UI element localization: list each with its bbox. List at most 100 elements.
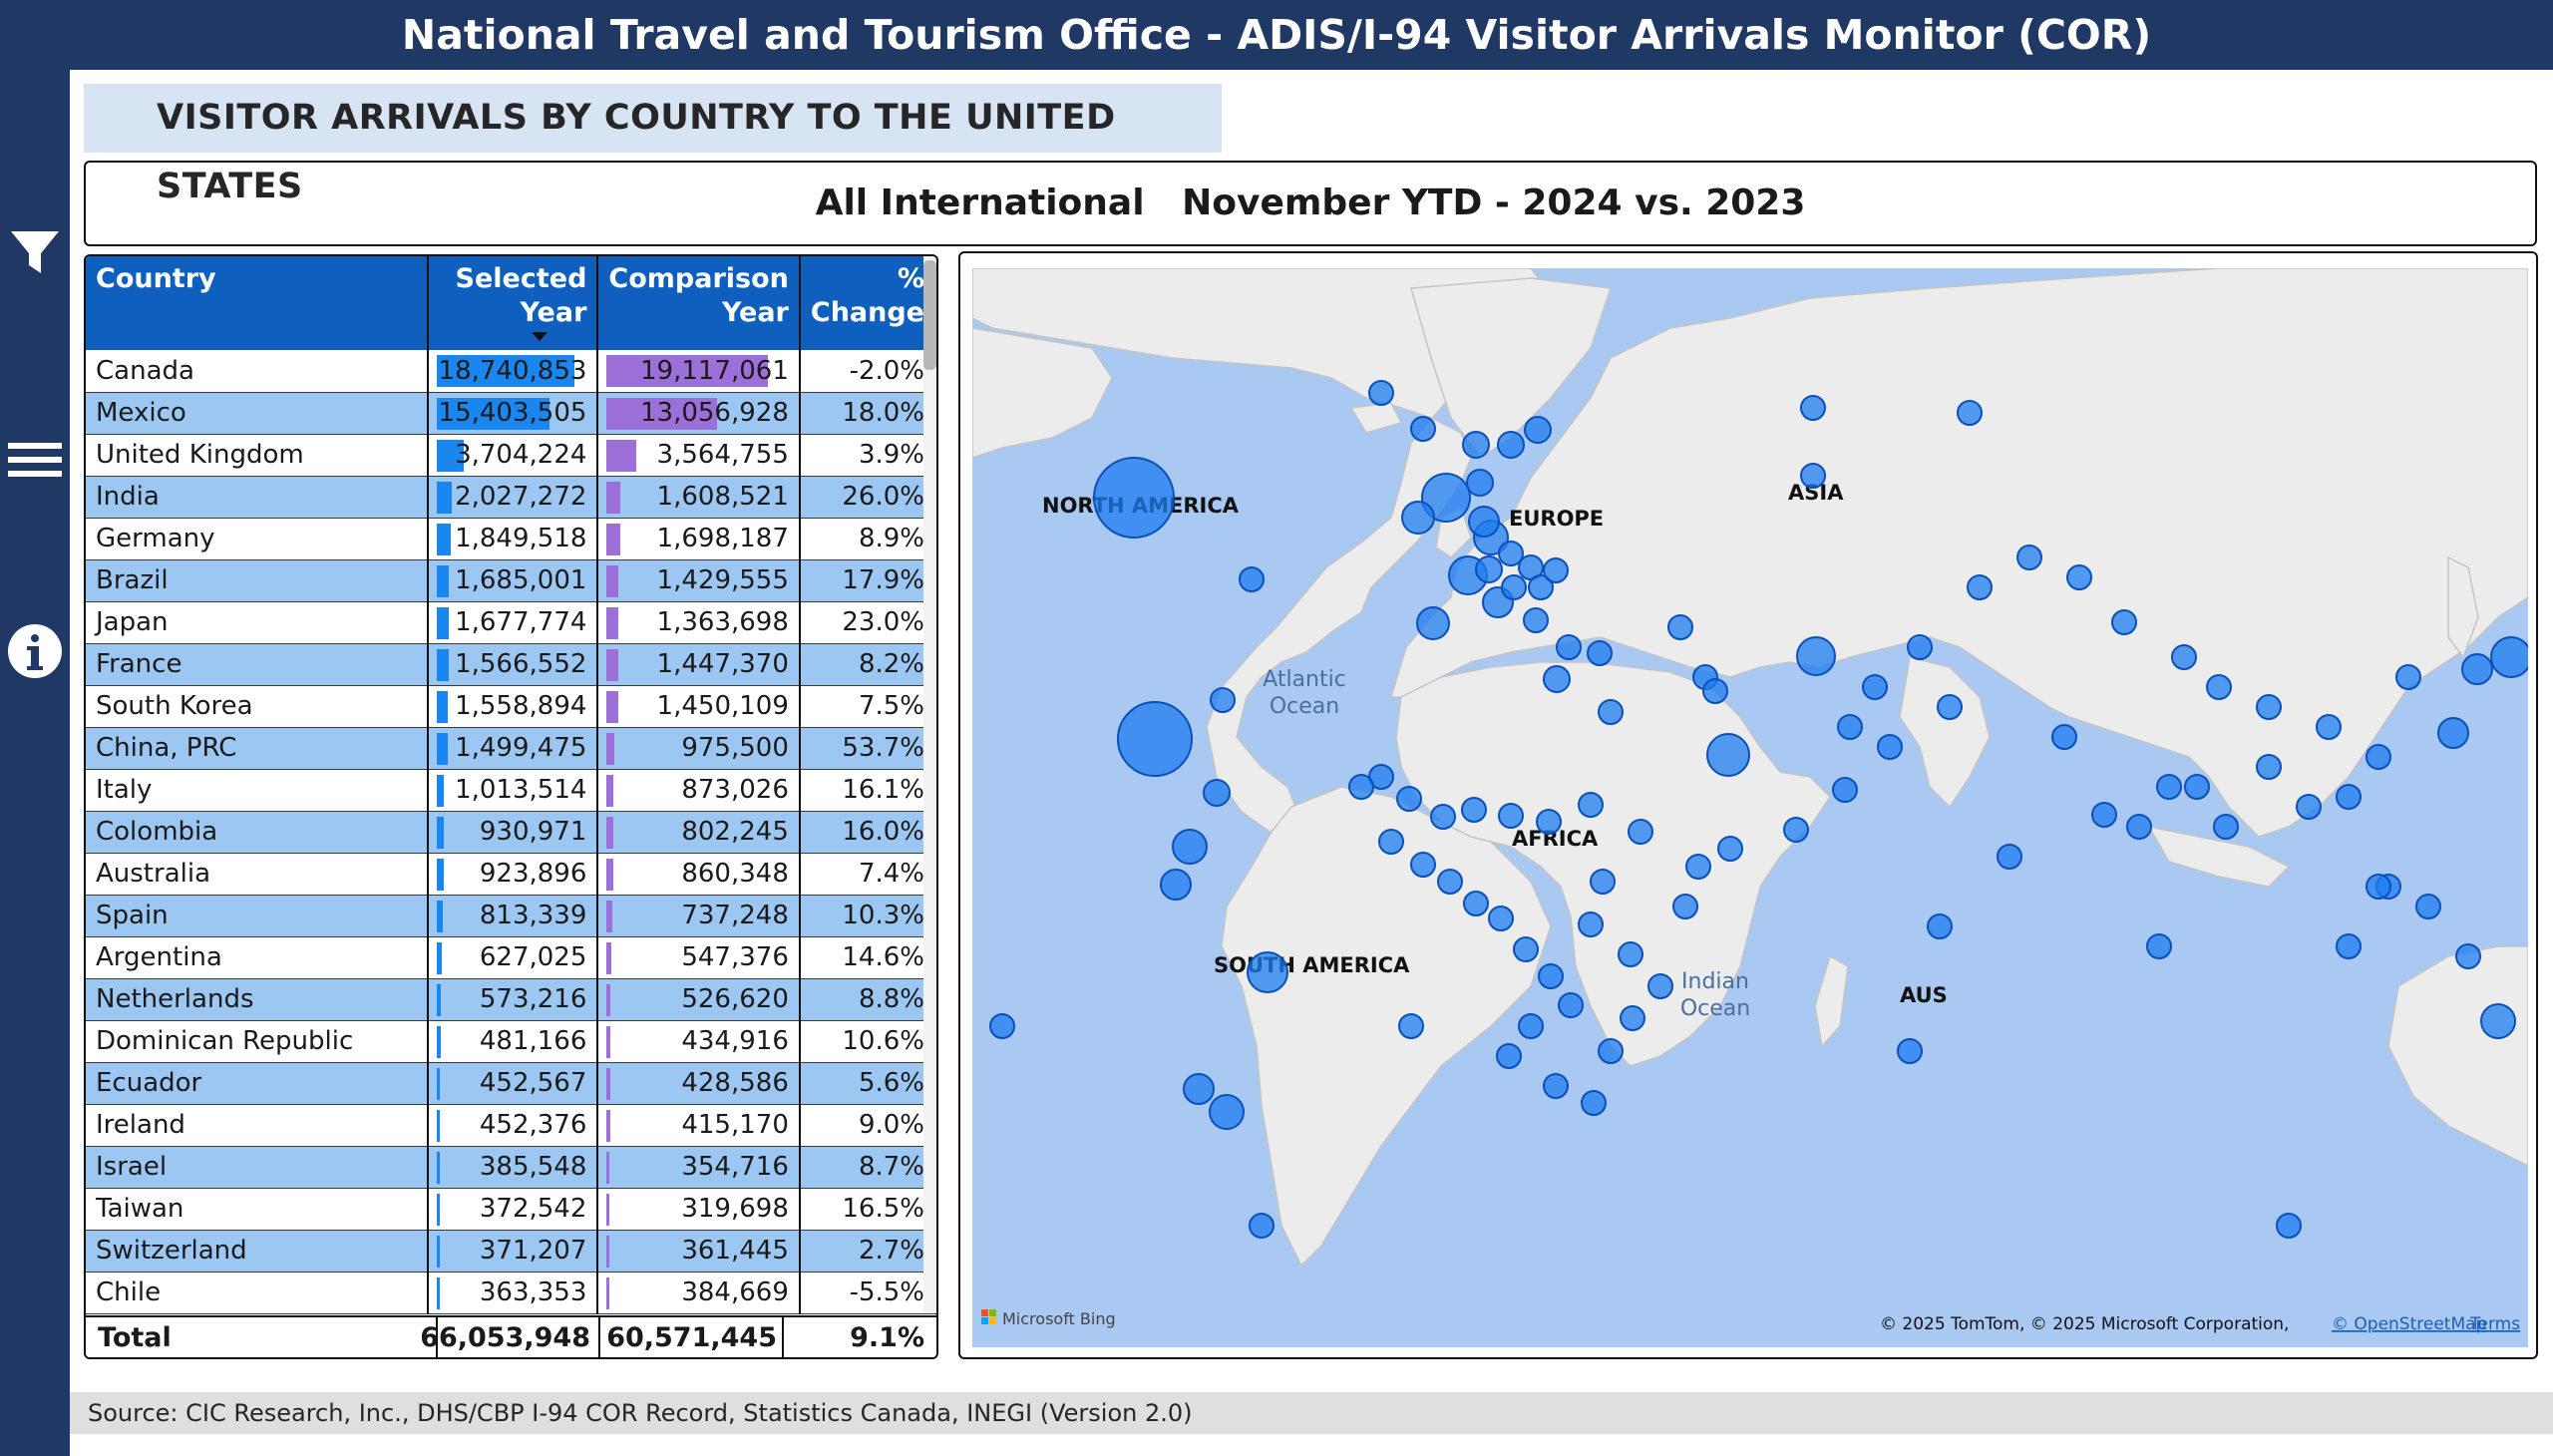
bubble-location[interactable]: [1536, 809, 1562, 835]
bubble-location[interactable]: [1927, 913, 1953, 939]
table-row[interactable]: Chile 363,353 384,669 -5.5%: [86, 1272, 936, 1314]
bubble-location[interactable]: [1523, 607, 1549, 633]
table-row[interactable]: Netherlands 573,216 526,620 8.8%: [86, 978, 936, 1021]
bubble-ecuador[interactable]: [1160, 869, 1192, 901]
bubble-location[interactable]: [2395, 664, 2421, 690]
bubble-united-kingdom[interactable]: [1421, 473, 1471, 523]
bubble-location[interactable]: [2066, 564, 2092, 590]
table-row[interactable]: Japan 1,677,774 1,363,698 23.0%: [86, 601, 936, 644]
world-bubble-map[interactable]: NORTH AMERICA EUROPE ASIA AFRICA SOUTH A…: [972, 268, 2528, 1347]
bubble-location[interactable]: [1717, 836, 1743, 862]
bubble-location[interactable]: [1957, 400, 1983, 426]
bubble-location[interactable]: [1967, 574, 1993, 600]
bubble-location[interactable]: [1497, 431, 1525, 459]
bubble-location[interactable]: [2213, 814, 2239, 840]
table-row[interactable]: Switzerland 371,207 361,445 2.7%: [86, 1230, 936, 1273]
bubble-ireland[interactable]: [1401, 501, 1435, 535]
bubble-location[interactable]: [2091, 802, 2117, 828]
bubble-location[interactable]: [1598, 699, 1624, 725]
bubble-location[interactable]: [2366, 874, 2391, 900]
bubble-location[interactable]: [1672, 894, 1698, 919]
bubble-location[interactable]: [1501, 574, 1527, 600]
bubble-location[interactable]: [1378, 829, 1404, 855]
bubble-location[interactable]: [1590, 869, 1616, 895]
table-row[interactable]: China, PRC 1,499,475 975,500 53.7%: [86, 727, 936, 770]
bubble-location[interactable]: [2336, 784, 2362, 810]
bubble-australia[interactable]: [2480, 1003, 2516, 1039]
bubble-location[interactable]: [1498, 541, 1524, 566]
column-header-comparison-year[interactable]: Comparison Year: [597, 256, 801, 350]
bubble-location[interactable]: [1907, 634, 1933, 660]
bubble-location[interactable]: [1210, 687, 1236, 713]
table-row[interactable]: France 1,566,552 1,447,370 8.2%: [86, 643, 936, 686]
bubble-location[interactable]: [1396, 786, 1422, 812]
table-row[interactable]: Ecuador 452,567 428,586 5.6%: [86, 1062, 936, 1105]
table-row[interactable]: Italy 1,013,514 873,026 16.1%: [86, 769, 936, 812]
info-icon[interactable]: [5, 621, 65, 681]
terms-link[interactable]: Terms: [2469, 1314, 2520, 1334]
menu-icon[interactable]: [5, 429, 65, 489]
table-row[interactable]: Brazil 1,685,001 1,429,555 17.9%: [86, 559, 936, 602]
bubble-location[interactable]: [1558, 992, 1584, 1018]
bubble-location[interactable]: [1398, 1013, 1424, 1039]
arrival-bubbles[interactable]: [989, 380, 2528, 1239]
bubble-south-korea[interactable]: [2461, 653, 2493, 685]
column-header-country[interactable]: Country: [86, 256, 429, 350]
bubble-location[interactable]: [1578, 911, 1604, 937]
bubble-location[interactable]: [1488, 906, 1514, 931]
bubble-location[interactable]: [989, 1013, 1015, 1039]
column-header-percent-change[interactable]: % Change: [799, 256, 936, 350]
bubble-location[interactable]: [2455, 943, 2481, 969]
bubble-location[interactable]: [2276, 1213, 2302, 1239]
bubble-location[interactable]: [1437, 869, 1463, 895]
bubble-spain[interactable]: [1416, 606, 1450, 640]
bubble-colombia[interactable]: [1172, 829, 1208, 865]
bubble-location[interactable]: [2111, 609, 2137, 635]
bubble-location[interactable]: [1430, 804, 1456, 830]
bubble-japan[interactable]: [2490, 636, 2528, 678]
bubble-netherlands[interactable]: [1468, 506, 1500, 538]
table-row[interactable]: Germany 1,849,518 1,698,187 8.9%: [86, 518, 936, 560]
table-row[interactable]: India 2,027,272 1,608,521 26.0%: [86, 476, 936, 519]
bubble-china[interactable]: [1796, 636, 1836, 676]
bubble-location[interactable]: [1524, 416, 1552, 444]
bubble-location[interactable]: [2126, 814, 2152, 840]
bubble-location[interactable]: [2256, 694, 2282, 720]
bubble-location[interactable]: [1556, 634, 1582, 660]
bubble-location[interactable]: [2146, 933, 2172, 959]
table-row[interactable]: Colombia 930,971 802,245 16.0%: [86, 811, 936, 854]
bubble-location[interactable]: [1862, 674, 1888, 700]
bubble-location[interactable]: [1581, 1090, 1607, 1116]
bubble-location[interactable]: [2256, 754, 2282, 780]
bubble-location[interactable]: [2156, 774, 2182, 800]
bubble-location[interactable]: [1937, 694, 1963, 720]
bubble-location[interactable]: [1628, 819, 1653, 845]
bubble-location[interactable]: [1702, 678, 1728, 704]
bubble-location[interactable]: [1239, 566, 1265, 592]
bubble-location[interactable]: [1897, 1038, 1923, 1064]
bubble-location[interactable]: [1800, 395, 1826, 421]
bubble-india[interactable]: [1706, 733, 1750, 777]
bubble-location[interactable]: [1587, 640, 1613, 666]
bubble-location[interactable]: [1518, 1013, 1544, 1039]
bubble-location[interactable]: [1463, 891, 1489, 916]
bubble-brazil[interactable]: [1247, 951, 1288, 993]
bubble-location[interactable]: [2206, 674, 2232, 700]
bubble-chile[interactable]: [1183, 1073, 1215, 1105]
bubble-location[interactable]: [1543, 557, 1569, 583]
bubble-dominican-republic[interactable]: [1203, 779, 1231, 807]
bubble-switzerland[interactable]: [1475, 555, 1503, 583]
bubble-location[interactable]: [1877, 734, 1903, 760]
bubble-location[interactable]: [2366, 744, 2391, 770]
bubble-location[interactable]: [1348, 774, 1374, 800]
bubble-location[interactable]: [1578, 792, 1604, 818]
bubble-taiwan[interactable]: [2437, 717, 2469, 749]
table-row[interactable]: Australia 923,896 860,348 7.4%: [86, 853, 936, 896]
bubble-location[interactable]: [1461, 797, 1487, 823]
bubble-location[interactable]: [1667, 614, 1693, 640]
table-row[interactable]: Ireland 452,376 415,170 9.0%: [86, 1104, 936, 1147]
bubble-location[interactable]: [1598, 1038, 1624, 1064]
bubble-location[interactable]: [1538, 963, 1564, 989]
bubble-location[interactable]: [1837, 714, 1863, 740]
bubble-location[interactable]: [1410, 852, 1436, 878]
